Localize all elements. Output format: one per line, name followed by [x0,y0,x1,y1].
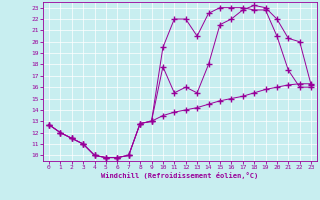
X-axis label: Windchill (Refroidissement éolien,°C): Windchill (Refroidissement éolien,°C) [101,172,259,179]
